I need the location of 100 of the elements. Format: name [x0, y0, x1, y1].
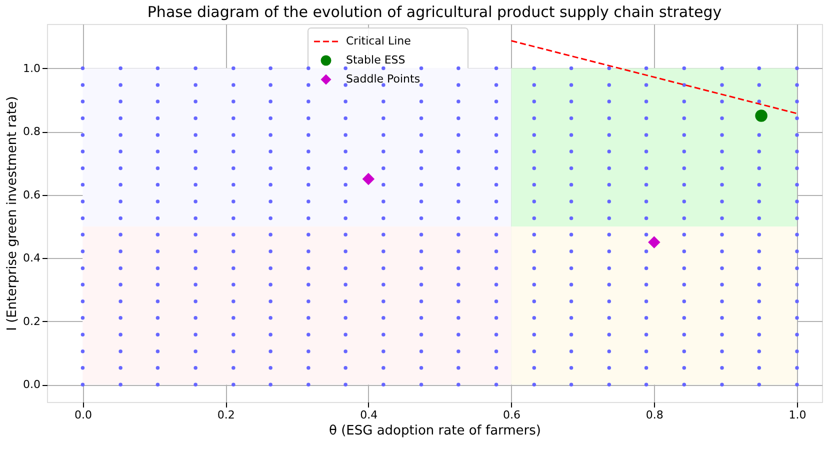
point — [268, 200, 272, 204]
point — [156, 250, 160, 254]
point — [720, 250, 724, 254]
point — [757, 182, 762, 187]
point — [720, 83, 724, 87]
point — [532, 133, 536, 137]
point — [532, 100, 536, 104]
point — [419, 316, 424, 320]
point — [194, 332, 198, 336]
point — [232, 282, 236, 287]
point — [456, 150, 460, 154]
point — [419, 216, 424, 220]
point — [362, 172, 375, 186]
point — [569, 83, 574, 87]
point — [344, 83, 348, 87]
point — [532, 166, 536, 170]
point — [382, 133, 386, 137]
point — [720, 282, 724, 287]
point — [118, 366, 122, 370]
point — [156, 332, 160, 336]
point — [720, 300, 724, 304]
point — [306, 350, 310, 354]
point — [607, 166, 612, 170]
point — [306, 116, 310, 120]
point — [494, 382, 498, 386]
point — [232, 232, 236, 237]
point — [194, 382, 198, 386]
point — [682, 382, 686, 386]
point — [268, 116, 272, 120]
point — [118, 250, 122, 254]
y-tick-label: 0.6 — [23, 188, 40, 202]
point — [682, 300, 686, 304]
point — [648, 236, 660, 248]
point — [382, 166, 386, 170]
point — [569, 282, 574, 287]
point — [268, 83, 272, 87]
point — [194, 182, 198, 187]
point — [456, 133, 460, 137]
point — [456, 66, 460, 70]
point — [306, 182, 310, 187]
point — [268, 350, 272, 354]
point — [194, 116, 198, 120]
point — [644, 366, 648, 370]
point — [268, 332, 272, 336]
point — [232, 66, 236, 70]
point — [569, 166, 574, 170]
point — [419, 300, 424, 304]
point — [607, 282, 612, 287]
point — [194, 282, 198, 287]
point — [306, 250, 310, 254]
point — [232, 382, 236, 386]
point — [682, 150, 686, 154]
point — [268, 250, 272, 254]
y-tick-label: 0.2 — [23, 314, 40, 328]
chart-title: Phase diagram of the evolution of agricultural product supply chain strategy — [147, 3, 722, 21]
point — [194, 166, 198, 170]
point — [456, 350, 460, 354]
point — [156, 366, 160, 370]
point — [156, 266, 160, 270]
point — [795, 350, 799, 354]
point — [757, 300, 762, 304]
point — [232, 150, 236, 154]
point — [194, 316, 198, 320]
point — [757, 266, 762, 270]
point — [194, 133, 198, 137]
point — [795, 316, 799, 320]
point — [532, 216, 536, 220]
y-tick-label: 0.0 — [23, 378, 40, 392]
point — [569, 232, 574, 237]
point — [419, 150, 424, 154]
point — [382, 216, 386, 220]
point — [268, 150, 272, 154]
point — [795, 250, 799, 254]
point — [344, 250, 348, 254]
point — [456, 182, 460, 187]
point — [344, 166, 348, 170]
y-axis-title: I (Enterprise green investment rate) — [5, 96, 20, 331]
point — [494, 332, 498, 336]
point — [644, 166, 648, 170]
point — [494, 116, 498, 120]
point — [644, 232, 648, 237]
point — [80, 300, 85, 304]
point — [644, 332, 648, 336]
point — [494, 200, 498, 204]
point — [569, 100, 574, 104]
point — [795, 216, 799, 220]
point — [306, 100, 310, 104]
point — [644, 100, 648, 104]
point — [156, 316, 160, 320]
point — [607, 66, 612, 70]
point — [569, 366, 574, 370]
x-tick-label: 0.0 — [74, 408, 92, 422]
point — [682, 182, 686, 187]
point — [494, 316, 498, 320]
point — [532, 300, 536, 304]
point — [607, 100, 612, 104]
point — [757, 232, 762, 237]
point — [682, 250, 686, 254]
point — [682, 66, 686, 70]
x-axis-title: θ (ESG adoption rate of farmers) — [329, 424, 541, 438]
